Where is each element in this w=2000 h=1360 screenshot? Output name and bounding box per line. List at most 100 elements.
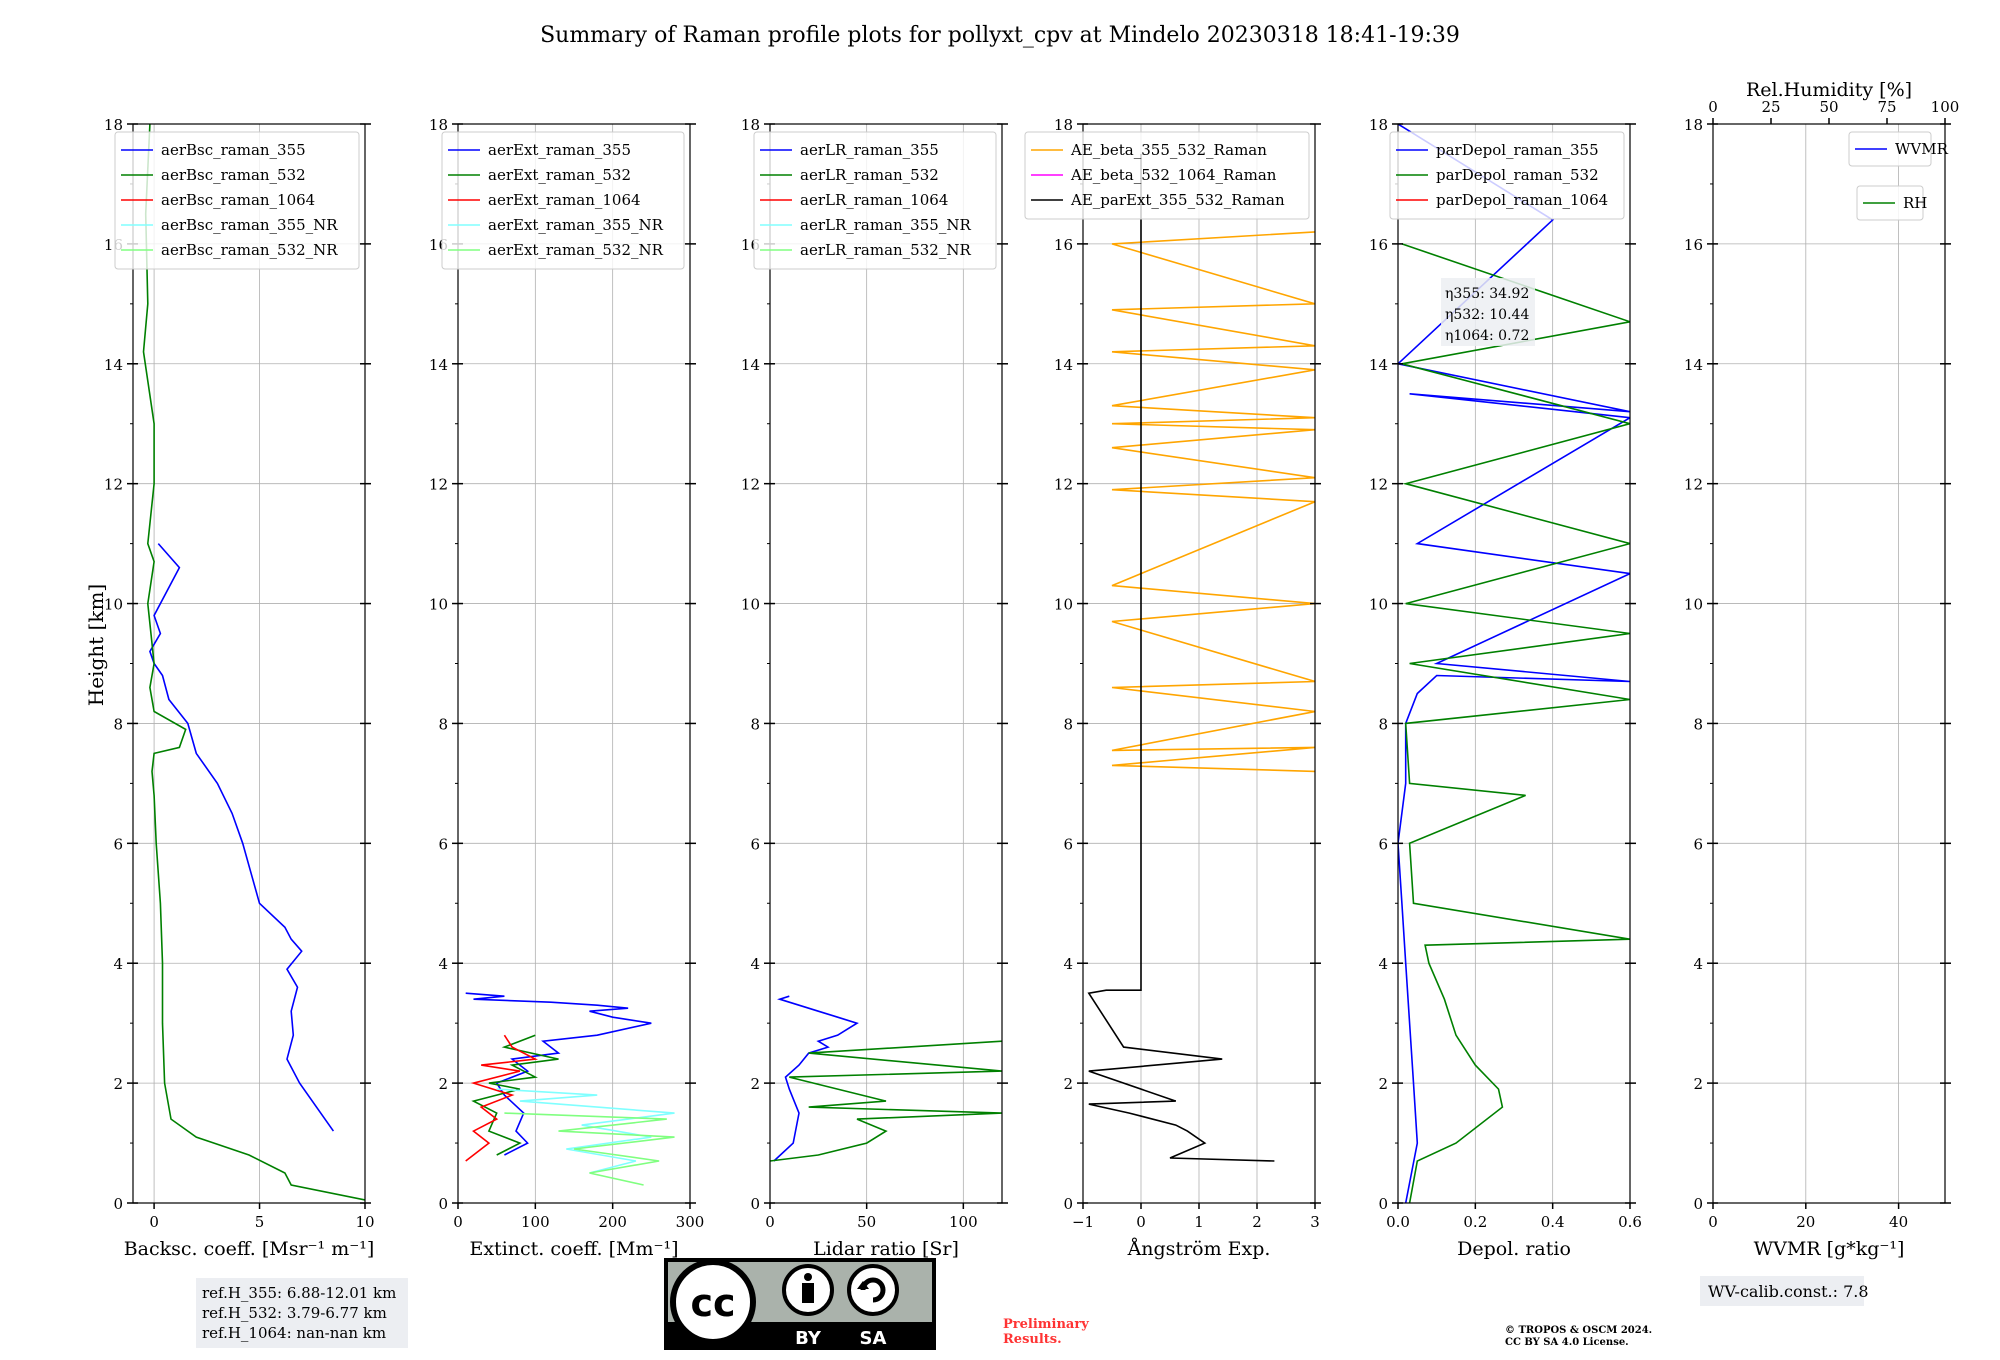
- ref-height-1064: ref.H_1064: nan-nan km: [202, 1324, 386, 1342]
- x-axis-label: Depol. ratio: [1457, 1238, 1571, 1260]
- axes-frame: [132, 123, 366, 1204]
- axes-frame: [457, 123, 691, 1204]
- axes-frame: [769, 123, 1003, 1204]
- x-axis-label: Lidar ratio [Sr]: [813, 1238, 959, 1260]
- series-line-parDepol_raman_355: [1398, 124, 1630, 1203]
- legend-box: [1389, 131, 1625, 220]
- y-tick-label: 4: [1693, 955, 1703, 973]
- y-tick-label: 10: [1054, 596, 1073, 614]
- y-tick-label: 4: [438, 955, 448, 973]
- eta-annotation: η532: 10.44: [1445, 307, 1529, 323]
- legend-label: aerLR_raman_532_NR: [800, 241, 971, 259]
- series-line-aerExt_raman_532: [471, 1034, 559, 1156]
- x2-tick-label: 50: [1819, 98, 1838, 116]
- series-line-aerExt_raman_532_NR: [504, 1112, 675, 1186]
- panel-6: 0 2 4 6 8 10 12 14 16 18 0 20 40 WVMR [g*kg⁻¹] 0 25 50 75…: [1684, 79, 1959, 1260]
- y-tick-label: 14: [1369, 356, 1388, 374]
- series-line-AE_parExt_355_532_Raman: [1087, 154, 1275, 1162]
- x-tick-label: 100: [949, 1213, 978, 1231]
- y-tick-label: 14: [104, 356, 123, 374]
- y-tick-label: 12: [741, 476, 760, 494]
- eta-annotation: η1064: 0.72: [1445, 328, 1529, 344]
- y-tick-label: 0: [1693, 1195, 1703, 1213]
- y-tick-label: 14: [429, 356, 448, 374]
- x2-tick-label: 75: [1877, 98, 1896, 116]
- legend-label: aerExt_raman_355: [488, 141, 631, 159]
- x-axis-label: WVMR [g*kg⁻¹]: [1754, 1238, 1905, 1260]
- cc-icon: [670, 1259, 756, 1345]
- y-tick-label: 10: [1369, 596, 1388, 614]
- x-tick-label: 1: [1194, 1213, 1204, 1231]
- series-line-aerExt_raman_1064: [465, 1034, 539, 1162]
- x2-axis-label: Rel.Humidity [%]: [1746, 79, 1912, 101]
- y-axis-label: Height [km]: [84, 584, 108, 706]
- legend-label: aerBsc_raman_355: [161, 141, 306, 159]
- eta-annotation: η355: 34.92: [1445, 286, 1529, 302]
- y-tick-label: 8: [1063, 715, 1073, 733]
- x-axis-label: Ångström Exp.: [1127, 1238, 1271, 1260]
- y-tick-label: 4: [1378, 955, 1388, 973]
- ref-height-532: ref.H_532: 3.79-6.77 km: [202, 1304, 387, 1322]
- legend-label: AE_beta_355_532_Raman: [1070, 141, 1267, 159]
- x-tick-label: 0.2: [1463, 1213, 1487, 1231]
- x-tick-label: 10: [355, 1213, 374, 1231]
- badge-by: BY: [795, 1328, 822, 1349]
- series-line-aerExt_raman_355: [465, 992, 652, 1156]
- legend-label: parDepol_raman_355: [1436, 141, 1599, 159]
- y-tick-label: 6: [750, 835, 760, 853]
- eta-annotation-box: [1441, 278, 1535, 346]
- y-tick-label: 10: [741, 596, 760, 614]
- x-tick-label: 0: [1708, 1213, 1718, 1231]
- cc-by-sa-badge: cc BY SA: [664, 1258, 936, 1350]
- legend-box: [441, 131, 685, 270]
- x-tick-label: 300: [676, 1213, 705, 1231]
- x-tick-label: 5: [255, 1213, 265, 1231]
- series-line-aerBsc_raman_355: [149, 543, 335, 1132]
- y-tick-label: 0: [1063, 1195, 1073, 1213]
- y-tick-label: 14: [1054, 356, 1073, 374]
- badge-sa: SA: [860, 1328, 887, 1349]
- legend-label: aerLR_raman_355_NR: [800, 216, 971, 234]
- legend-label: WVMR: [1895, 140, 1949, 158]
- legend-label: parDepol_raman_532: [1436, 166, 1599, 184]
- x-tick-label: 0.4: [1541, 1213, 1565, 1231]
- y-tick-label: 18: [104, 116, 123, 134]
- legend-label: aerExt_raman_355_NR: [488, 216, 664, 234]
- legend-label: AE_parExt_355_532_Raman: [1070, 191, 1285, 209]
- y-tick-label: 8: [1693, 715, 1703, 733]
- y-tick-label: 18: [741, 116, 760, 134]
- y-tick-label: 12: [1054, 476, 1073, 494]
- y-tick-label: 12: [1684, 476, 1703, 494]
- y-tick-label: 18: [429, 116, 448, 134]
- y-tick-label: 12: [429, 476, 448, 494]
- legend-box: [114, 131, 360, 270]
- x-tick-label: −1: [1072, 1213, 1094, 1231]
- x-tick-label: 20: [1796, 1213, 1815, 1231]
- y-tick-label: 16: [1054, 236, 1073, 254]
- legend-label: aerBsc_raman_532: [161, 166, 306, 184]
- y-tick-label: 16: [1684, 236, 1703, 254]
- x-tick-label: 3: [1310, 1213, 1320, 1231]
- legend-box: [1024, 131, 1310, 220]
- y-tick-label: 0: [1378, 1195, 1388, 1213]
- y-tick-label: 6: [438, 835, 448, 853]
- y-tick-label: 18: [1684, 116, 1703, 134]
- series-line-aerLR_raman_532: [770, 1040, 1002, 1162]
- wv-calib-label: WV-calib.const.: 7.8: [1708, 1282, 1869, 1301]
- y-tick-label: 2: [1378, 1075, 1388, 1093]
- y-tick-label: 8: [438, 715, 448, 733]
- share-alike-icon: [847, 1264, 899, 1316]
- x-tick-label: 0: [453, 1213, 463, 1231]
- copyright-line-2: CC BY SA 4.0 License.: [1505, 1337, 1629, 1348]
- y-tick-label: 6: [1693, 835, 1703, 853]
- legend-label: aerBsc_raman_1064: [161, 191, 315, 209]
- axes-frame: [1712, 123, 1946, 1204]
- x-tick-label: 40: [1889, 1213, 1908, 1231]
- ref-height-355: ref.H_355: 6.88-12.01 km: [202, 1284, 396, 1302]
- series-line-aerExt_raman_355_NR: [496, 1088, 675, 1174]
- x2-tick-label: 25: [1761, 98, 1780, 116]
